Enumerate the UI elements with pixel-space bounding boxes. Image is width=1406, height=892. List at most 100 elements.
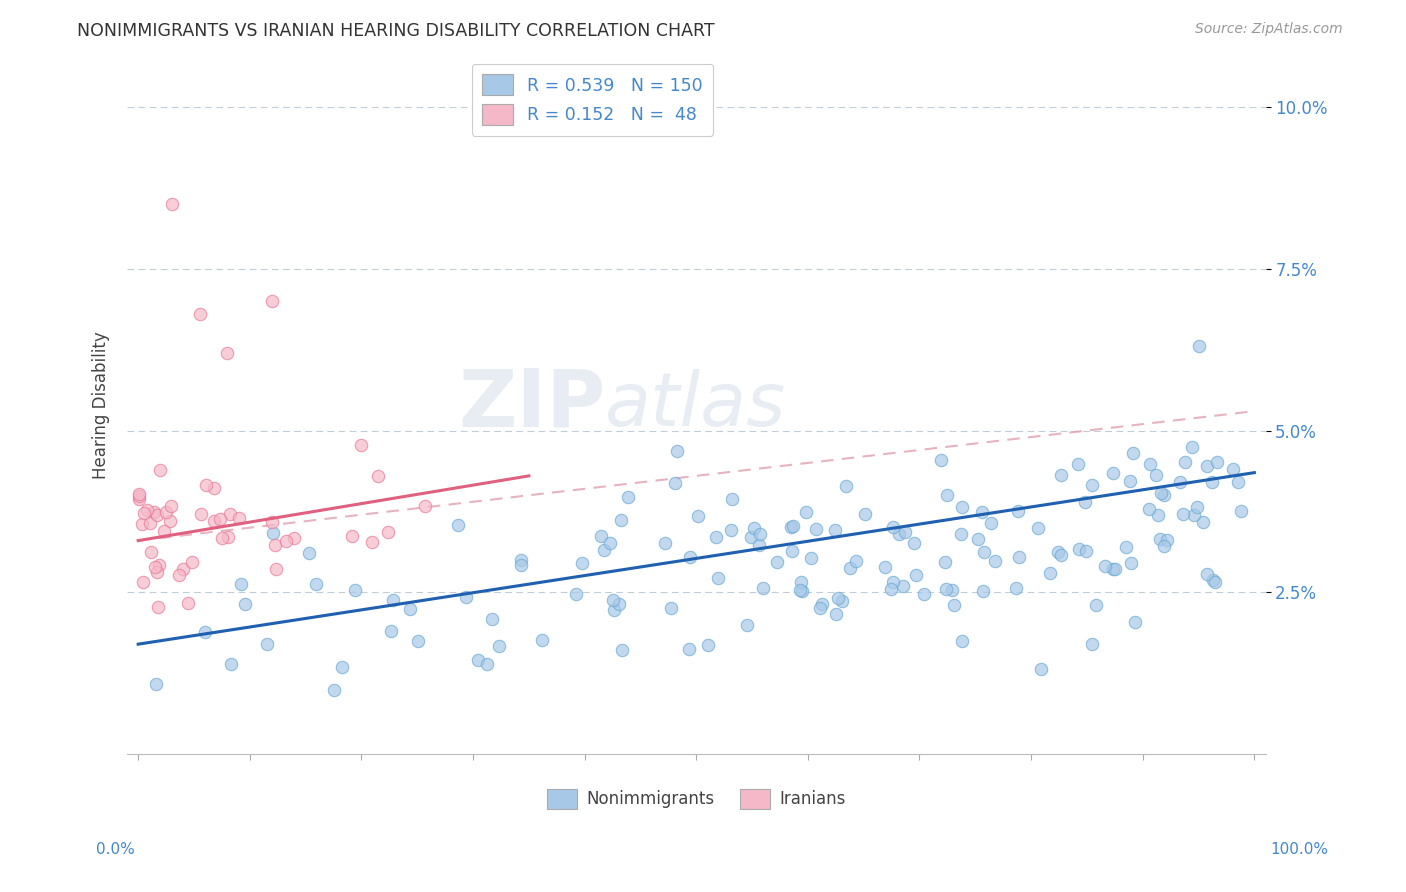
Point [342, 528, 364, 542]
Point [591, 529, 613, 543]
Point [415, 499, 437, 513]
Point [808, 601, 831, 615]
Point [219, 657, 242, 671]
Y-axis label: Hearing Disability: Hearing Disability [93, 331, 110, 478]
Point [811, 597, 834, 611]
Point [666, 444, 689, 458]
Point [967, 532, 990, 546]
Point [266, 562, 288, 576]
Point [935, 582, 957, 596]
Point [935, 488, 957, 502]
Point [880, 582, 903, 596]
Point [188, 307, 211, 321]
Point [571, 556, 593, 570]
Point [181, 555, 204, 569]
Point [941, 582, 963, 597]
Point [835, 479, 858, 493]
Point [607, 597, 630, 611]
Point [219, 507, 242, 521]
Point [903, 535, 925, 549]
Point [972, 583, 994, 598]
Point [748, 527, 770, 541]
Point [146, 600, 169, 615]
Point [1049, 467, 1071, 482]
Point [1202, 574, 1225, 588]
Point [610, 513, 633, 527]
Point [160, 499, 183, 513]
Point [381, 592, 404, 607]
Point [128, 489, 150, 503]
Point [592, 542, 614, 557]
Point [1067, 457, 1090, 471]
Point [1144, 467, 1167, 482]
Point [704, 530, 727, 544]
Point [217, 346, 239, 360]
Point [720, 523, 742, 537]
Point [1081, 478, 1104, 492]
Point [228, 511, 250, 525]
Point [176, 596, 198, 610]
Point [1102, 562, 1125, 576]
Point [831, 594, 853, 608]
Point [973, 544, 995, 558]
Point [256, 637, 278, 651]
Text: ZIP: ZIP [458, 366, 605, 443]
Point [146, 508, 169, 522]
Point [128, 492, 150, 507]
Point [748, 539, 770, 553]
Point [1026, 520, 1049, 534]
Point [1119, 474, 1142, 488]
Point [262, 516, 284, 530]
Point [208, 512, 231, 526]
Point [603, 603, 626, 617]
Point [1125, 615, 1147, 630]
Point [688, 508, 710, 523]
Point [1153, 539, 1175, 553]
Point [202, 481, 225, 495]
Text: atlas: atlas [605, 368, 786, 441]
Point [720, 491, 742, 506]
Point [1069, 542, 1091, 557]
Point [1007, 504, 1029, 518]
Point [800, 550, 823, 565]
Point [707, 571, 730, 585]
Point [790, 575, 813, 590]
Point [780, 544, 803, 558]
Point [510, 553, 533, 567]
Point [1104, 562, 1126, 576]
Point [1085, 599, 1108, 613]
Point [782, 519, 804, 533]
Point [1174, 455, 1197, 469]
Point [142, 505, 165, 519]
Point [766, 555, 789, 569]
Point [654, 536, 676, 550]
Point [1139, 458, 1161, 472]
Point [1039, 566, 1062, 580]
Point [145, 566, 167, 580]
Point [1156, 533, 1178, 548]
Point [343, 583, 366, 598]
Point [912, 586, 935, 600]
Point [599, 536, 621, 550]
Point [194, 625, 217, 640]
Point [1121, 556, 1143, 570]
Point [1122, 446, 1144, 460]
Point [131, 575, 153, 590]
Point [481, 612, 503, 626]
Point [149, 462, 172, 476]
Point [172, 561, 194, 575]
Point [1181, 441, 1204, 455]
Point [141, 545, 163, 559]
Point [1187, 500, 1209, 515]
Point [1102, 466, 1125, 480]
Point [875, 559, 897, 574]
Point [950, 500, 973, 514]
Point [882, 574, 904, 589]
Point [202, 514, 225, 528]
Point [659, 600, 682, 615]
Point [1137, 502, 1160, 516]
Point [1094, 559, 1116, 574]
Point [190, 507, 212, 521]
Point [377, 524, 399, 539]
Point [262, 526, 284, 541]
